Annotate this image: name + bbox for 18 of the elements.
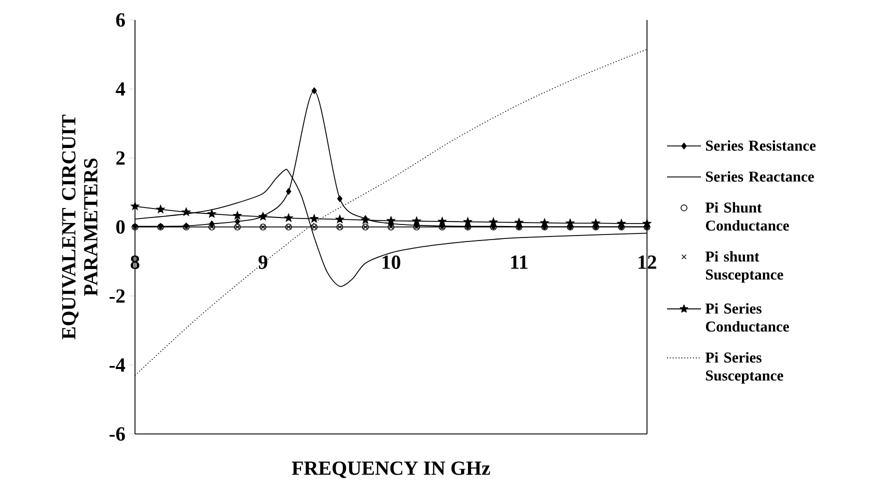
x-tick-label: 11 [511,256,528,269]
y-tick-label: 0 [116,220,125,234]
y-tick-label: -6 [110,427,125,441]
legend-label: Pi Series Susceptance [705,352,784,384]
legend-label: Series Reactance [706,171,814,182]
y-tick-label: -4 [110,358,126,372]
legend-label: Pi shunt Susceptance [705,251,784,283]
y-tick-label: 2 [116,151,125,165]
y-tick-label: -2 [110,289,125,303]
x-tick-label: 10 [382,256,400,270]
x-tick-label: 9 [258,255,268,269]
legend-label: Pi Shunt Conductance [705,202,789,231]
x-axis-title: FREQUENCY IN GHz [292,461,490,478]
legend-label: Series Resistance [706,140,816,151]
legend-label: Pi Series Conductance [705,303,789,332]
y-tick-label: 6 [116,13,125,27]
y-axis-title: EQUIVALENT CIRCUIT PARAMETERS [62,114,98,340]
y-tick-label: 4 [116,82,126,96]
